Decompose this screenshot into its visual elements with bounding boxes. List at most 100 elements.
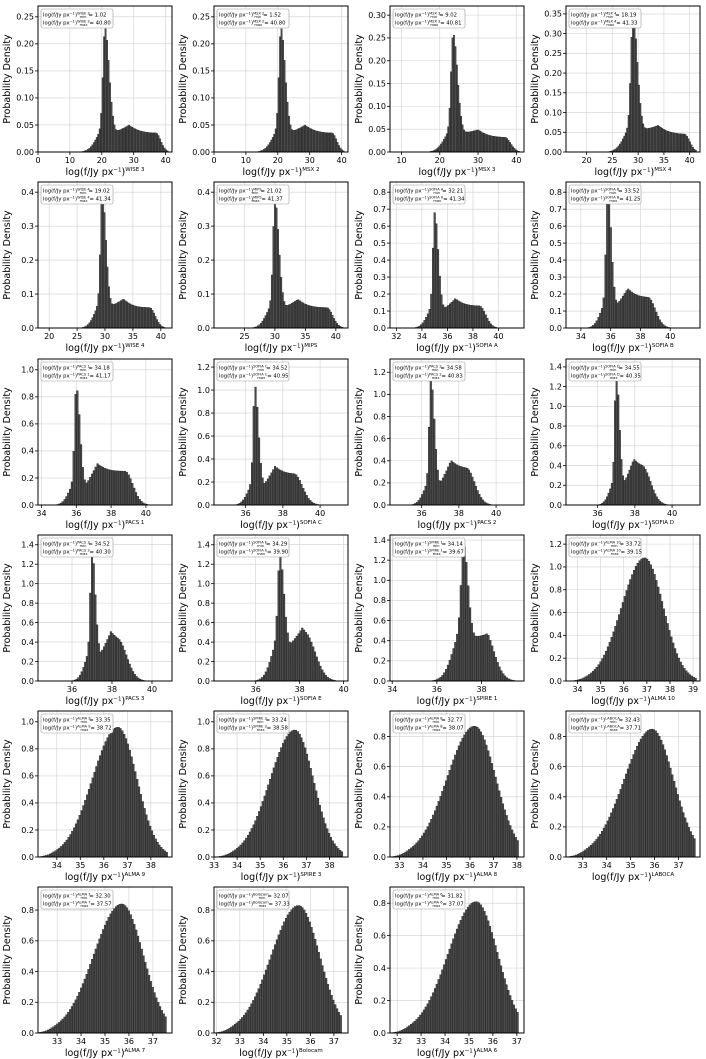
histogram-bar bbox=[132, 671, 135, 682]
legend-max: log(f/Jy px−1)ALMA 7 max = 37.57 bbox=[43, 901, 112, 909]
histogram-bar bbox=[129, 125, 132, 153]
histogram-bar bbox=[463, 129, 465, 153]
histogram-bar bbox=[473, 130, 475, 153]
histogram-bar bbox=[506, 138, 509, 153]
histogram-bar bbox=[306, 304, 309, 329]
histogram-bar bbox=[453, 35, 455, 153]
histogram-bar bbox=[511, 1000, 514, 1034]
histogram-bar bbox=[285, 736, 288, 858]
histogram-bar bbox=[121, 299, 124, 329]
histogram-bar bbox=[658, 126, 661, 153]
histogram-bar bbox=[490, 135, 493, 153]
histogram-bar bbox=[122, 904, 125, 1034]
x-tick-label: 34 bbox=[576, 332, 586, 341]
histogram-bar bbox=[665, 755, 668, 858]
x-tick-label: 40 bbox=[141, 509, 151, 518]
histogram-bar bbox=[647, 476, 650, 506]
histogram-bar bbox=[595, 666, 598, 682]
histogram-bar bbox=[245, 493, 248, 506]
y-axis-label: Probability Density bbox=[178, 210, 189, 300]
histogram-bar bbox=[411, 846, 415, 858]
histogram-bar bbox=[665, 130, 668, 153]
histogram-bar bbox=[274, 128, 277, 153]
histogram-bar bbox=[505, 984, 508, 1034]
histogram-bar bbox=[156, 133, 158, 153]
histogram-bar bbox=[588, 674, 591, 682]
histogram-bar bbox=[263, 674, 266, 682]
histogram-bar bbox=[119, 129, 122, 153]
histogram-bar bbox=[264, 148, 267, 153]
y-tick-label: 1.2 bbox=[373, 556, 386, 565]
histogram-bar bbox=[307, 760, 310, 858]
x-tick-label: 20 bbox=[582, 156, 592, 165]
histogram-bar bbox=[317, 797, 320, 858]
band-name: SOFIA D bbox=[652, 520, 674, 526]
histogram-bar bbox=[279, 36, 281, 153]
histogram-bar bbox=[97, 293, 100, 329]
histogram-bar bbox=[308, 305, 311, 329]
histogram-bar bbox=[232, 850, 235, 858]
y-tick-label: 1.0 bbox=[197, 386, 210, 395]
histogram-bar bbox=[259, 462, 262, 506]
histogram-bar bbox=[283, 593, 286, 682]
histogram-bar bbox=[103, 212, 106, 329]
histogram-bar bbox=[103, 36, 105, 153]
histogram-bar bbox=[424, 485, 427, 506]
band-name: ALMA 9 bbox=[125, 872, 146, 878]
y-tick-label: 0.6 bbox=[373, 931, 386, 940]
x-tick-label: 30 bbox=[473, 156, 483, 165]
histogram-bar bbox=[153, 992, 156, 1034]
y-axis-label: Probability Density bbox=[530, 739, 541, 829]
histogram-bar bbox=[83, 978, 86, 1034]
y-tick-label: 1.0 bbox=[549, 563, 562, 572]
y-tick-label: 0.0 bbox=[549, 501, 562, 510]
x-tick-label: 25 bbox=[239, 332, 249, 341]
histogram-bar bbox=[308, 637, 311, 682]
y-tick-label: 0.05 bbox=[544, 128, 562, 137]
y-tick-label: 1.2 bbox=[197, 560, 210, 569]
y-tick-label: 1.2 bbox=[373, 368, 386, 377]
histogram-bar bbox=[103, 646, 105, 682]
x-tick-label: 35 bbox=[255, 861, 265, 870]
histogram-bar bbox=[494, 945, 497, 1034]
histogram-bar bbox=[106, 737, 109, 858]
histogram-bar bbox=[98, 128, 101, 153]
histogram-bar bbox=[406, 1026, 409, 1034]
y-tick-label: 0.25 bbox=[16, 13, 34, 22]
histogram-bar bbox=[684, 134, 687, 153]
histogram-bar bbox=[683, 668, 686, 682]
histogram-bar bbox=[143, 808, 146, 858]
y-tick-label: 0.0 bbox=[373, 853, 386, 862]
histogram-bar bbox=[310, 128, 312, 153]
histogram-bar bbox=[468, 727, 471, 858]
histogram-bar bbox=[98, 464, 101, 506]
x-tick-label: 34 bbox=[572, 685, 582, 694]
histogram-bar bbox=[330, 311, 332, 329]
histogram-bar bbox=[268, 142, 271, 153]
legend-box: log(f/Jy px−1)ALMA 10 min = 33.72log(f/Jy … bbox=[568, 537, 642, 558]
histogram-bar bbox=[503, 978, 506, 1034]
histogram-bar bbox=[63, 1016, 66, 1034]
histogram-bar bbox=[610, 636, 613, 682]
histogram-bar bbox=[92, 563, 95, 682]
histogram-bar bbox=[642, 123, 645, 153]
x-tick-label: 10 bbox=[65, 156, 75, 165]
x-tick-label: 36 bbox=[71, 509, 81, 518]
y-tick-label: 0.6 bbox=[549, 222, 562, 231]
x-tick-label: 34 bbox=[602, 861, 612, 870]
histogram-bar bbox=[50, 1027, 53, 1034]
x-tick-label: 38 bbox=[324, 861, 334, 870]
histogram-bar bbox=[602, 297, 605, 329]
histogram-bar bbox=[668, 131, 671, 153]
histogram-bar bbox=[291, 730, 294, 858]
histogram-bar bbox=[300, 484, 303, 506]
histogram-bar bbox=[456, 64, 458, 153]
x-tick-label: 32 bbox=[392, 1037, 402, 1046]
histogram-bar bbox=[116, 130, 119, 153]
y-tick-label: 1.2 bbox=[197, 363, 210, 372]
histogram-bar bbox=[279, 469, 282, 506]
histogram-bar bbox=[108, 734, 111, 858]
histogram-bar bbox=[586, 675, 589, 682]
